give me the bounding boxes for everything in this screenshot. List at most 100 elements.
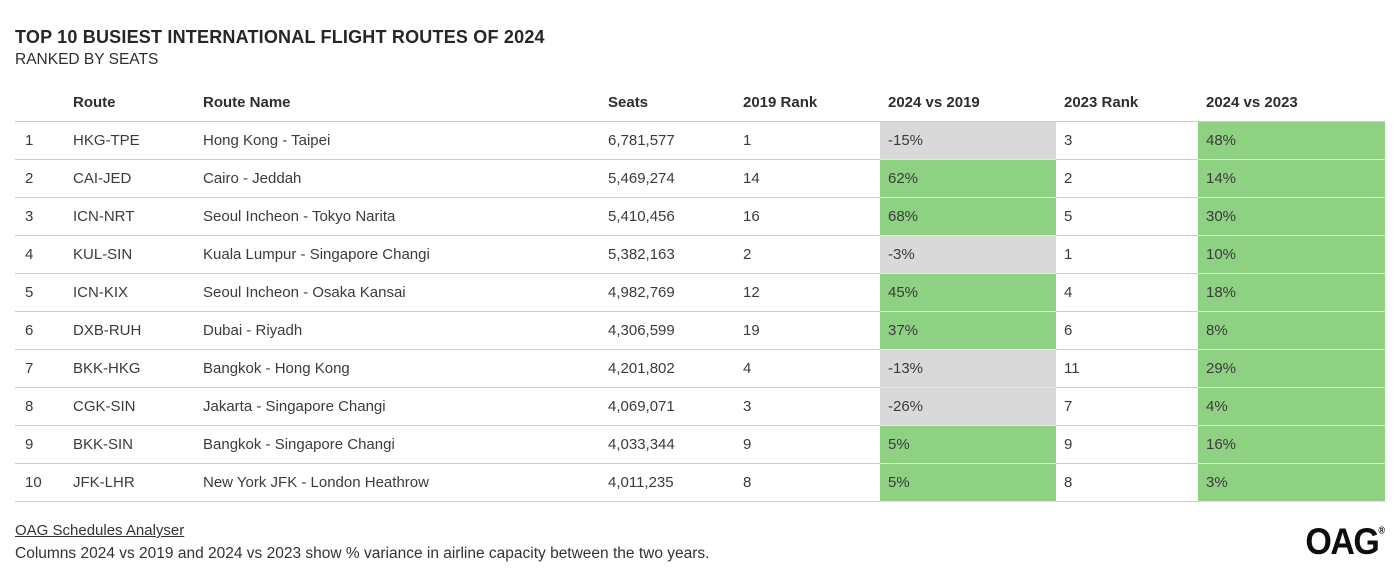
seats-cell: 4,069,071: [600, 387, 735, 426]
seats-cell: 4,011,235: [600, 463, 735, 502]
route-cell: ICN-KIX: [65, 273, 195, 312]
route-name-cell: Dubai - Riyadh: [195, 311, 600, 350]
rank-cell: 1: [15, 121, 65, 160]
table-row: 8 CGK-SIN Jakarta - Singapore Changi 4,069,…: [15, 387, 1385, 426]
rank-cell: 4: [15, 235, 65, 274]
route-cell: JFK-LHR: [65, 463, 195, 502]
variance-2024-vs-2023-cell: 16%: [1198, 425, 1385, 464]
footer-note: Columns 2024 vs 2019 and 2024 vs 2023 sh…: [15, 545, 710, 562]
rank-2019-cell: 3: [735, 387, 880, 426]
route-name-cell: Bangkok - Singapore Changi: [195, 425, 600, 464]
route-name-cell: Bangkok - Hong Kong: [195, 349, 600, 388]
rank-2019-cell: 14: [735, 159, 880, 198]
col-header-seats: Seats: [600, 94, 735, 122]
rank-2019-cell: 19: [735, 311, 880, 350]
rank-cell: 3: [15, 197, 65, 236]
variance-2024-vs-2019-cell: -26%: [880, 387, 1056, 426]
col-header-2024-vs-2023: 2024 vs 2023: [1198, 94, 1385, 122]
rank-cell: 10: [15, 463, 65, 502]
variance-2024-vs-2019-cell: 5%: [880, 425, 1056, 464]
variance-2024-vs-2019-cell: 37%: [880, 311, 1056, 350]
variance-2024-vs-2019-cell: 5%: [880, 463, 1056, 502]
rank-2023-cell: 1: [1056, 235, 1198, 274]
variance-2024-vs-2023-cell: 29%: [1198, 349, 1385, 388]
col-header-route-name: Route Name: [195, 94, 600, 122]
variance-2024-vs-2019-cell: 45%: [880, 273, 1056, 312]
variance-2024-vs-2023-cell: 3%: [1198, 463, 1385, 502]
rank-2023-cell: 8: [1056, 463, 1198, 502]
footer: OAG Schedules Analyser Columns 2024 vs 2…: [15, 523, 1385, 562]
table-row: 4 KUL-SIN Kuala Lumpur - Singapore Changi 5…: [15, 235, 1385, 274]
rank-2023-cell: 4: [1056, 273, 1198, 312]
variance-2024-vs-2019-cell: 62%: [880, 159, 1056, 198]
route-name-cell: Seoul Incheon - Osaka Kansai: [195, 273, 600, 312]
route-name-cell: Seoul Incheon - Tokyo Narita: [195, 197, 600, 236]
page-subtitle: RANKED BY SEATS: [15, 51, 159, 68]
table-row: 3 ICN-NRT Seoul Incheon - Tokyo Narita 5,41…: [15, 197, 1385, 236]
table-row: 10 JFK-LHR New York JFK - London Heathrow 4…: [15, 463, 1385, 502]
table-body: 1 HKG-TPE Hong Kong - Taipei 6,781,577 1 -15%…: [15, 121, 1385, 502]
rank-cell: 9: [15, 425, 65, 464]
seats-cell: 4,033,344: [600, 425, 735, 464]
table-row: 5 ICN-KIX Seoul Incheon - Osaka Kansai 4,98…: [15, 273, 1385, 312]
rank-2019-cell: 8: [735, 463, 880, 502]
variance-2024-vs-2023-cell: 30%: [1198, 197, 1385, 236]
trademark-icon: ®: [1378, 524, 1385, 536]
rank-2019-cell: 2: [735, 235, 880, 274]
oag-logo-text: OAG: [1305, 521, 1379, 563]
oag-logo: OAG®: [1305, 524, 1385, 561]
rank-2023-cell: 5: [1056, 197, 1198, 236]
col-header-rank: [15, 94, 65, 122]
col-header-2024-vs-2019: 2024 vs 2019: [880, 94, 1056, 122]
page-title: TOP 10 BUSIEST INTERNATIONAL FLIGHT ROUT…: [15, 27, 545, 47]
variance-2024-vs-2019-cell: -13%: [880, 349, 1056, 388]
rank-2019-cell: 1: [735, 121, 880, 160]
col-header-2019-rank: 2019 Rank: [735, 94, 880, 122]
rank-2019-cell: 4: [735, 349, 880, 388]
variance-2024-vs-2023-cell: 4%: [1198, 387, 1385, 426]
route-cell: DXB-RUH: [65, 311, 195, 350]
route-name-cell: Jakarta - Singapore Changi: [195, 387, 600, 426]
route-cell: CGK-SIN: [65, 387, 195, 426]
rank-2019-cell: 12: [735, 273, 880, 312]
rank-cell: 6: [15, 311, 65, 350]
variance-2024-vs-2023-cell: 14%: [1198, 159, 1385, 198]
seats-cell: 4,201,802: [600, 349, 735, 388]
page: TOP 10 BUSIEST INTERNATIONAL FLIGHT ROUT…: [15, 27, 1385, 562]
variance-2024-vs-2023-cell: 48%: [1198, 121, 1385, 160]
table-row: 6 DXB-RUH Dubai - Riyadh 4,306,599 19 37% 6 8%: [15, 311, 1385, 350]
route-name-cell: Kuala Lumpur - Singapore Changi: [195, 235, 600, 274]
variance-2024-vs-2019-cell: -15%: [880, 121, 1056, 160]
route-cell: ICN-NRT: [65, 197, 195, 236]
rank-2023-cell: 2: [1056, 159, 1198, 198]
rank-cell: 2: [15, 159, 65, 198]
rank-2023-cell: 6: [1056, 311, 1198, 350]
variance-2024-vs-2019-cell: 68%: [880, 197, 1056, 236]
col-header-2023-rank: 2023 Rank: [1056, 94, 1198, 122]
seats-cell: 5,382,163: [600, 235, 735, 274]
route-cell: CAI-JED: [65, 159, 195, 198]
variance-2024-vs-2023-cell: 10%: [1198, 235, 1385, 274]
rank-cell: 7: [15, 349, 65, 388]
variance-2024-vs-2019-cell: -3%: [880, 235, 1056, 274]
rank-2023-cell: 11: [1056, 349, 1198, 388]
seats-cell: 5,469,274: [600, 159, 735, 198]
source-link[interactable]: OAG Schedules Analyser: [15, 522, 185, 539]
table-row: 1 HKG-TPE Hong Kong - Taipei 6,781,577 1 -15%…: [15, 121, 1385, 160]
rank-2023-cell: 7: [1056, 387, 1198, 426]
footer-text-block: OAG Schedules Analyser Columns 2024 vs 2…: [15, 523, 709, 562]
rank-2019-cell: 9: [735, 425, 880, 464]
route-name-cell: New York JFK - London Heathrow: [195, 463, 600, 502]
seats-cell: 5,410,456: [600, 197, 735, 236]
route-name-cell: Hong Kong - Taipei: [195, 121, 600, 160]
rank-2023-cell: 9: [1056, 425, 1198, 464]
routes-table: Route Route Name Seats 2019 Rank 2024 vs 201…: [15, 94, 1385, 502]
route-cell: BKK-HKG: [65, 349, 195, 388]
rank-2019-cell: 16: [735, 197, 880, 236]
rank-cell: 5: [15, 273, 65, 312]
route-cell: HKG-TPE: [65, 121, 195, 160]
variance-2024-vs-2023-cell: 18%: [1198, 273, 1385, 312]
table-row: 7 BKK-HKG Bangkok - Hong Kong 4,201,802 4 -13…: [15, 349, 1385, 388]
rank-2023-cell: 3: [1056, 121, 1198, 160]
table-row: 9 BKK-SIN Bangkok - Singapore Changi 4,033,…: [15, 425, 1385, 464]
